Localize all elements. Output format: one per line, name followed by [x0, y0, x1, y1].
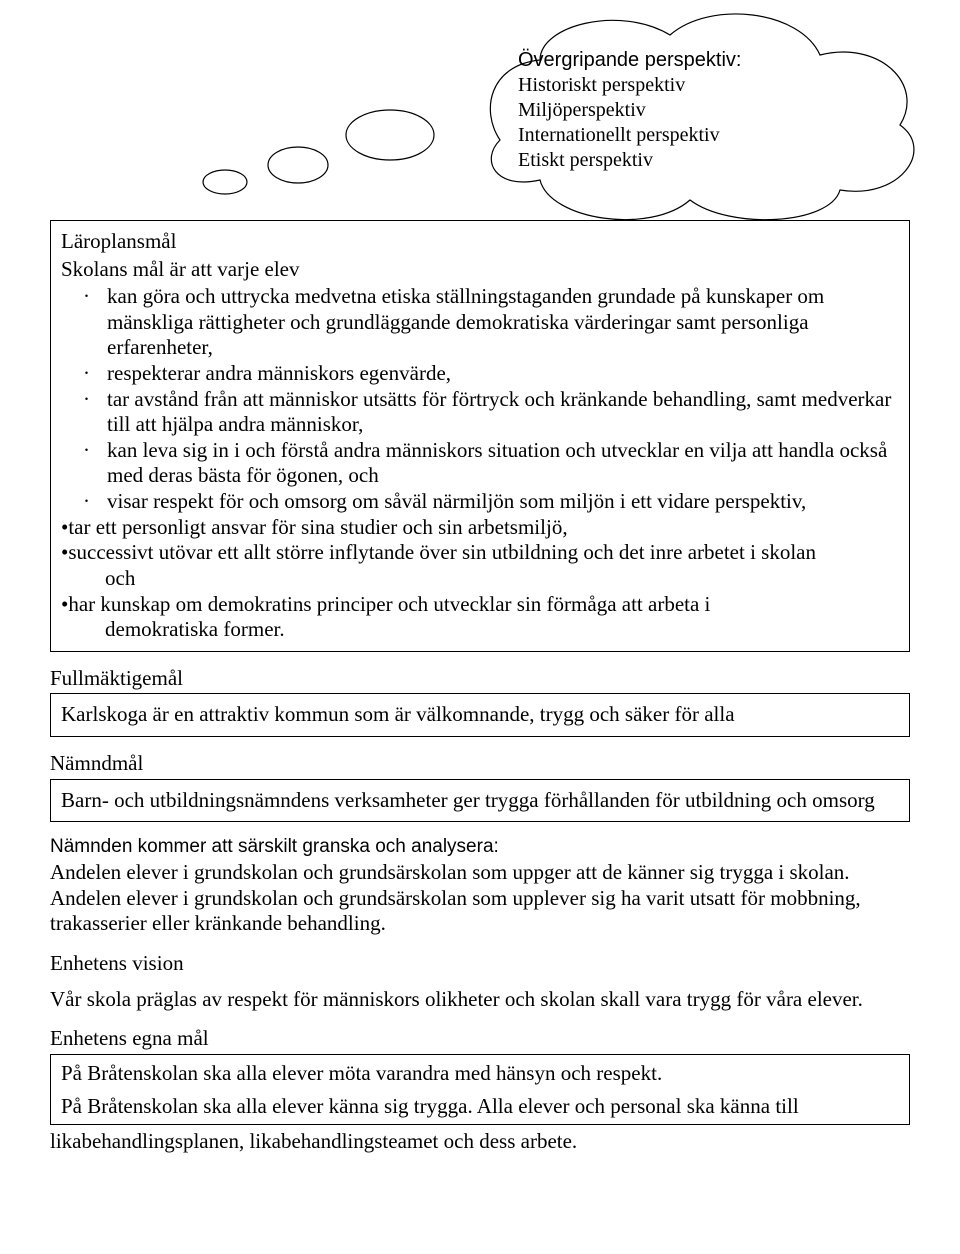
- laroplan-bullet-2-cont: och: [61, 566, 899, 592]
- cloud-line-1: Historiskt perspektiv: [518, 73, 741, 98]
- egna-line-1: På Bråtenskolan ska alla elever möta var…: [61, 1061, 899, 1087]
- egna-box: På Bråtenskolan ska alla elever möta var…: [50, 1054, 910, 1125]
- thought-cloud-region: Övergripande perspektiv: Historiskt pers…: [50, 0, 910, 230]
- laroplan-bullet-3-cont: demokratiska former.: [61, 617, 899, 643]
- namnd-box: Barn- och utbildningsnämndens verksamhet…: [50, 779, 910, 823]
- cloud-line-4: Etiskt perspektiv: [518, 148, 741, 173]
- vision-text: Vår skola präglas av respekt för människ…: [50, 987, 910, 1013]
- cloud-text: Övergripande perspektiv: Historiskt pers…: [518, 48, 741, 173]
- laroplan-bullet-1: •tar ett personligt ansvar för sina stud…: [61, 515, 899, 541]
- egna-line-3: likabehandlingsplanen, likabehandlingste…: [50, 1129, 910, 1155]
- namnd-text: Barn- och utbildningsnämndens verksamhet…: [61, 788, 875, 812]
- granska-p2: Andelen elever i grundskolan och grundsä…: [50, 886, 910, 937]
- laroplan-list: kan göra och uttrycka medvetna etiska st…: [61, 284, 899, 514]
- laroplan-intro: Skolans mål är att varje elev: [61, 257, 899, 283]
- cloud-title: Övergripande perspektiv:: [518, 48, 741, 73]
- granska-heading: Nämnden kommer att särskilt granska och …: [50, 836, 910, 858]
- cloud-bubble-small-1: [203, 170, 247, 194]
- laroplan-bullet-3: •har kunskap om demokratins principer oc…: [61, 592, 899, 618]
- fullmaktige-text: Karlskoga är en attraktiv kommun som är …: [61, 702, 735, 726]
- namnd-heading: Nämndmål: [50, 751, 910, 777]
- granska-p1: Andelen elever i grundskolan och grundsä…: [50, 860, 910, 886]
- laroplan-item: kan göra och uttrycka medvetna etiska st…: [107, 284, 899, 361]
- laroplan-bullet-2: •successivt utövar ett allt större infly…: [61, 540, 899, 566]
- laroplan-box: Läroplansmål Skolans mål är att varje el…: [50, 220, 910, 652]
- laroplan-item: tar avstånd från att människor utsätts f…: [107, 387, 899, 438]
- laroplan-heading: Läroplansmål: [61, 229, 899, 255]
- cloud-line-3: Internationellt perspektiv: [518, 123, 741, 148]
- laroplan-item: respekterar andra människors egenvärde,: [107, 361, 899, 387]
- egna-heading: Enhetens egna mål: [50, 1026, 910, 1052]
- fullmaktige-heading: Fullmäktigemål: [50, 666, 910, 692]
- laroplan-item: kan leva sig in i och förstå andra männi…: [107, 438, 899, 489]
- laroplan-item: visar respekt för och omsorg om såväl nä…: [107, 489, 899, 515]
- cloud-bubble-small-2: [268, 147, 328, 183]
- egna-line-2: På Bråtenskolan ska alla elever känna si…: [61, 1094, 899, 1120]
- cloud-line-2: Miljöperspektiv: [518, 98, 741, 123]
- cloud-bubble-small-3: [346, 110, 434, 160]
- fullmaktige-box: Karlskoga är en attraktiv kommun som är …: [50, 693, 910, 737]
- vision-heading: Enhetens vision: [50, 951, 910, 977]
